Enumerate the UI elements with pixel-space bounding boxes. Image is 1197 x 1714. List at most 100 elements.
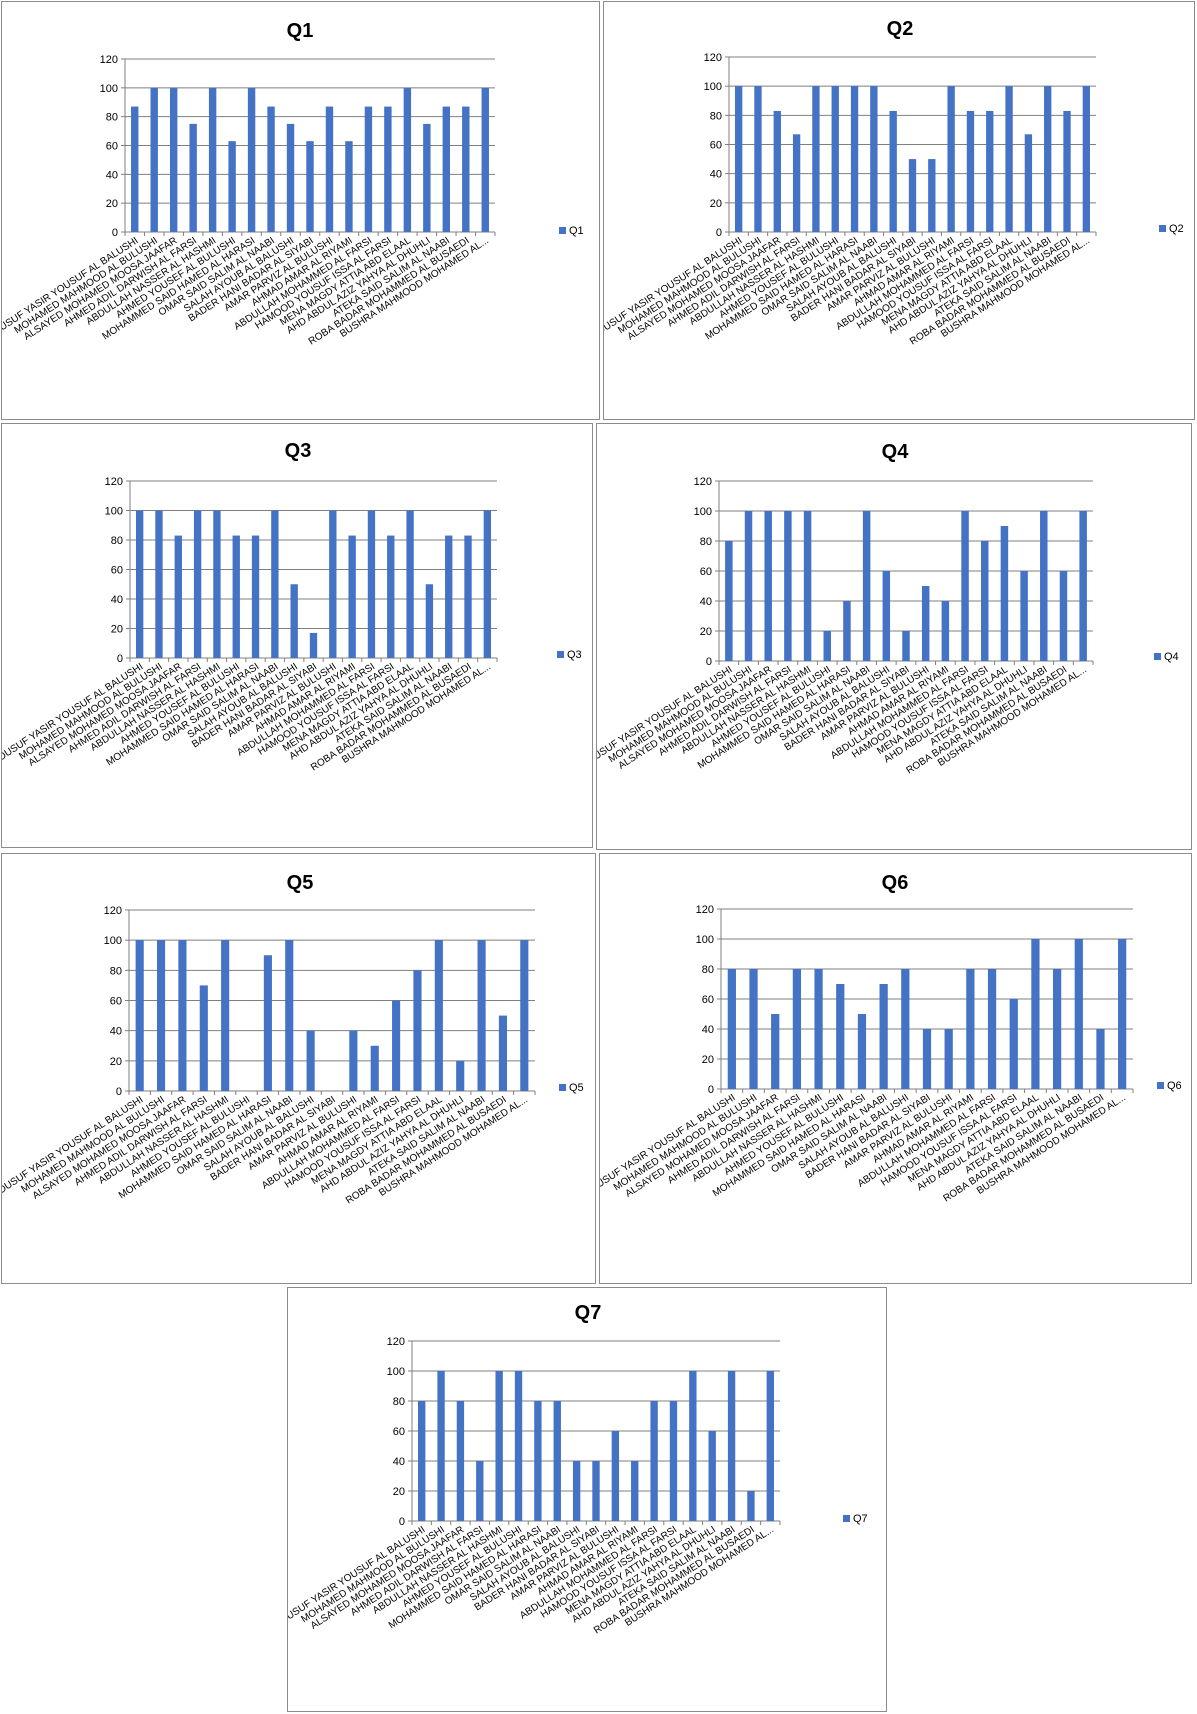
bar [980, 541, 989, 661]
bar [1031, 939, 1040, 1089]
y-tick-label: 40 [710, 169, 722, 181]
bar [247, 87, 256, 232]
bar [727, 1371, 736, 1521]
y-tick-label: 0 [399, 1516, 405, 1528]
bar [792, 969, 802, 1089]
legend-label: Q2 [1169, 223, 1184, 235]
bar [1063, 110, 1071, 232]
bar [1020, 571, 1028, 661]
bar [1118, 939, 1127, 1089]
chart-title: Q6 [882, 872, 909, 894]
legend-label: Q7 [853, 1513, 868, 1525]
bar [1096, 1029, 1105, 1089]
bar [553, 1401, 561, 1521]
y-tick-label: 20 [710, 198, 722, 210]
chart-title: Q3 [285, 440, 312, 462]
legend-label: Q4 [1164, 651, 1179, 663]
bar [514, 1371, 523, 1521]
legend-swatch [1159, 225, 1166, 232]
y-tick-label: 20 [110, 1056, 122, 1068]
bar [870, 86, 878, 233]
bar [456, 1401, 465, 1521]
bar [456, 1060, 465, 1091]
bar [1009, 999, 1018, 1089]
bar [889, 110, 897, 232]
bar [498, 1015, 508, 1091]
bar [534, 1401, 542, 1521]
bar [345, 141, 353, 232]
bar [1079, 511, 1087, 661]
y-tick-label: 80 [702, 964, 714, 976]
bar [944, 1029, 953, 1089]
y-tick-label: 120 [387, 1336, 405, 1348]
y-tick-label: 80 [710, 110, 722, 122]
bar [174, 535, 182, 658]
chart-panel-q3: Q3 0 20 40 60 80 100 120 YOUSUF YASIR YOUSUF AL … [1, 423, 593, 848]
bar [1005, 86, 1013, 233]
bar [178, 940, 187, 1091]
bar [1024, 134, 1033, 232]
y-tick-label: 60 [110, 996, 122, 1008]
bar [367, 510, 376, 658]
bar [267, 106, 275, 232]
bar [966, 110, 975, 232]
bar [836, 984, 845, 1089]
bar [462, 106, 470, 232]
chart-panel-q5: Q5 0 20 40 60 80 100 120 YOUSUF YASIR YOUSUF AL … [1, 853, 596, 1284]
bar [831, 86, 839, 233]
y-tick-label: 100 [704, 81, 722, 93]
bar [727, 969, 736, 1089]
y-tick-label: 40 [702, 1024, 714, 1036]
bar [766, 1371, 774, 1521]
bar [155, 510, 163, 658]
bar [495, 1371, 503, 1521]
chart-panel-q7: Q7 0 20 40 60 80 100 120 YOUSUF YASIR YOUSUF AL … [287, 1287, 887, 1712]
bar [387, 535, 395, 658]
bar [434, 940, 443, 1091]
bar [592, 1461, 600, 1521]
y-tick-label: 120 [100, 54, 118, 66]
y-tick-label: 0 [716, 227, 722, 239]
legend-swatch [557, 651, 564, 658]
bar [251, 535, 260, 658]
bar [947, 86, 955, 233]
bar [442, 106, 451, 232]
bar [286, 123, 295, 232]
y-tick-label: 100 [100, 83, 118, 95]
chart-title: Q2 [887, 18, 914, 40]
y-tick-label: 20 [106, 198, 118, 210]
legend-swatch [559, 227, 566, 234]
y-tick-label: 20 [700, 626, 712, 638]
bar [325, 106, 334, 232]
bar [928, 159, 936, 232]
bar [384, 106, 392, 232]
bar [370, 1045, 379, 1091]
y-tick-label: 40 [106, 169, 118, 181]
bar [329, 510, 337, 658]
y-tick-label: 80 [700, 536, 712, 548]
y-tick-label: 60 [702, 994, 714, 1006]
bar [771, 1014, 780, 1089]
legend-label: Q5 [569, 1082, 584, 1094]
bar [689, 1371, 697, 1521]
bar [199, 985, 208, 1091]
y-tick-label: 20 [702, 1054, 714, 1066]
bar [987, 969, 997, 1089]
bar [403, 87, 412, 232]
bar [814, 969, 823, 1089]
bar [882, 571, 891, 661]
bar [263, 955, 272, 1091]
bar [879, 984, 888, 1089]
bar [1052, 969, 1062, 1089]
y-tick-label: 100 [387, 1366, 405, 1378]
bar [921, 586, 930, 661]
bar [941, 601, 950, 661]
bar [1040, 511, 1048, 661]
bar [966, 969, 975, 1089]
bar [1082, 86, 1091, 233]
bar [406, 510, 414, 658]
chart-panel-q2: Q2 0 20 40 60 80 100 120 YOUSUF YASIR YOUSUF AL … [603, 1, 1195, 420]
bar [901, 969, 910, 1089]
